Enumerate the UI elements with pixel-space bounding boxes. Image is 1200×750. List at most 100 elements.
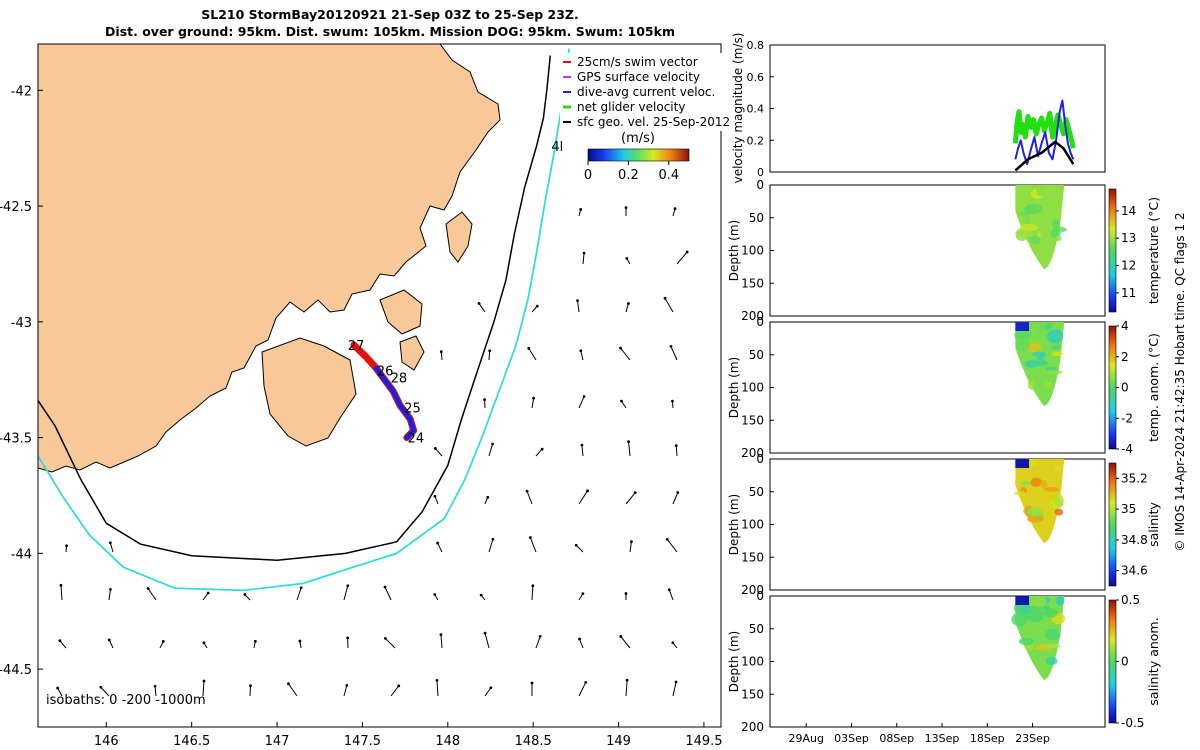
surface-velocity-arrow	[296, 587, 302, 601]
surface-velocity-arrow-head	[525, 489, 529, 493]
depth-y-label: Depth (m)	[727, 494, 741, 555]
surface-velocity-arrow	[385, 638, 396, 649]
depth-y-tick-label: 200	[741, 720, 764, 734]
surface-velocity-arrow-head	[202, 641, 206, 645]
depth-colorbar-tick-label: 4	[1121, 319, 1129, 333]
depth-y-tick-label: 100	[741, 518, 764, 532]
depth-colorbar-label: salinity anom.	[1146, 617, 1161, 705]
surface-velocity-arrow	[488, 539, 494, 553]
depth-colorbar-label: salinity	[1146, 501, 1161, 546]
surface-velocity-arrow	[440, 634, 443, 649]
surface-velocity-arrow-head	[574, 543, 578, 547]
legend-box	[560, 53, 722, 131]
surface-velocity-arrow	[108, 589, 111, 601]
surface-velocity-arrow-head	[488, 349, 492, 353]
surface-velocity-arrow-head	[619, 635, 623, 638]
surface-velocity-arrow	[582, 253, 585, 265]
section-texture	[1014, 328, 1032, 341]
surface-velocity-arrow-head	[346, 584, 350, 588]
surface-velocity-arrow	[672, 492, 679, 505]
surface-velocity-arrow	[147, 588, 157, 601]
time-tick-label: 08Sep	[879, 732, 914, 745]
surface-velocity-arrow-head	[527, 346, 531, 350]
surface-velocity-arrow-head	[249, 684, 252, 688]
surface-velocity-arrow-head	[625, 256, 629, 260]
isobath-200m	[38, 55, 552, 562]
surface-velocity-arrow-head	[439, 633, 443, 637]
section-texture	[1030, 235, 1041, 245]
surface-velocity-arrow	[535, 448, 543, 457]
surface-velocity-arrow	[672, 681, 677, 697]
map-colorbar-tick-label: 0.4	[658, 168, 679, 183]
surface-velocity-arrow-head	[153, 684, 157, 688]
section-texture	[1020, 223, 1038, 232]
map-y-tick-label: -43	[11, 316, 32, 331]
depth-colorbar-tick-label: -2	[1121, 411, 1133, 425]
track-day-label: 28	[391, 371, 408, 386]
surface-velocity-arrow	[625, 303, 629, 313]
surface-velocity-arrow-head	[479, 593, 483, 597]
track-day-label: 24	[408, 432, 425, 447]
surface-velocity-arrow-head	[243, 593, 247, 596]
surface-velocity-arrow-head	[630, 540, 633, 544]
surface-velocity-arrow-head	[65, 544, 68, 548]
legend-entry: GPS surface velocity	[577, 70, 700, 84]
section-texture	[1011, 612, 1028, 627]
section-texture	[1051, 344, 1061, 350]
map-colorbar-tick-label: 0	[584, 168, 592, 183]
velocity-y-tick-label: 0.8	[747, 39, 765, 52]
section-texture	[1054, 494, 1064, 509]
surface-velocity-arrow	[531, 398, 535, 409]
depth-y-tick-label: 100	[741, 381, 764, 395]
section-texture	[1039, 479, 1048, 489]
depth-colorbar	[1108, 462, 1117, 587]
tasmania-landmass	[38, 44, 501, 473]
surface-velocity-arrow	[535, 636, 541, 649]
surface-velocity-arrow-head	[578, 637, 581, 641]
surface-velocity-arrow	[676, 251, 688, 265]
surface-velocity-arrow	[478, 303, 486, 313]
depth-colorbar-label: temp. anom. (°C)	[1146, 333, 1161, 442]
depth-colorbar-tick-label: 11	[1121, 286, 1136, 300]
map-x-tick-label: 146.5	[173, 734, 210, 749]
surface-velocity-arrow	[620, 636, 631, 649]
isobath-1000m	[38, 48, 570, 592]
section-texture	[1039, 364, 1047, 369]
surface-velocity-arrow	[664, 298, 674, 313]
surface-velocity-arrow	[288, 683, 298, 697]
depth-colorbar-tick-label: -0.5	[1121, 716, 1144, 730]
section-surface-layer	[1015, 322, 1030, 331]
depth-panel-salinity: 0 50 100 150 200 Depth (m) 34.6 34.8 35 35.2 salin…	[727, 452, 1161, 597]
surface-velocity-arrow-head	[146, 587, 150, 590]
map-legend: 25cm/s swim vector GPS surface velocity …	[560, 53, 730, 183]
depth-y-tick-label: 150	[741, 687, 764, 701]
surface-velocity-arrow	[488, 350, 491, 361]
surface-velocity-arrow-head	[436, 541, 440, 545]
surface-velocity-arrow	[625, 492, 636, 505]
forestier-peninsula	[379, 289, 423, 335]
depth-colorbar	[1108, 188, 1117, 313]
surface-velocity-arrow	[620, 347, 631, 361]
section-texture	[1014, 491, 1027, 496]
section-texture	[1030, 466, 1040, 471]
time-axis-ticks: 29Aug 03Sep 08Sep 13Sep 18Sep 23Sep	[788, 723, 1050, 745]
section-texture	[1030, 605, 1040, 613]
surface-velocity-arrow	[343, 685, 348, 697]
surface-velocity-arrow-head	[576, 299, 579, 302]
surface-velocity-arrow	[154, 686, 157, 697]
section-texture	[1055, 596, 1065, 606]
depth-y-tick-label: 100	[741, 655, 764, 669]
map-x-tick-label: 147.5	[344, 734, 381, 749]
surface-velocity-arrow	[57, 687, 63, 697]
surface-velocity-arrow-head	[676, 491, 680, 494]
section-texture	[1037, 324, 1046, 334]
surface-velocity-arrow-head	[531, 584, 535, 588]
depth-y-tick-label: 0	[756, 589, 764, 603]
surface-velocity-arrow-head	[439, 350, 443, 354]
bruny-island	[399, 335, 425, 371]
surface-velocity-arrow	[484, 687, 492, 697]
surface-velocity-arrow	[675, 445, 678, 457]
surface-velocity-arrow-head	[489, 686, 493, 690]
